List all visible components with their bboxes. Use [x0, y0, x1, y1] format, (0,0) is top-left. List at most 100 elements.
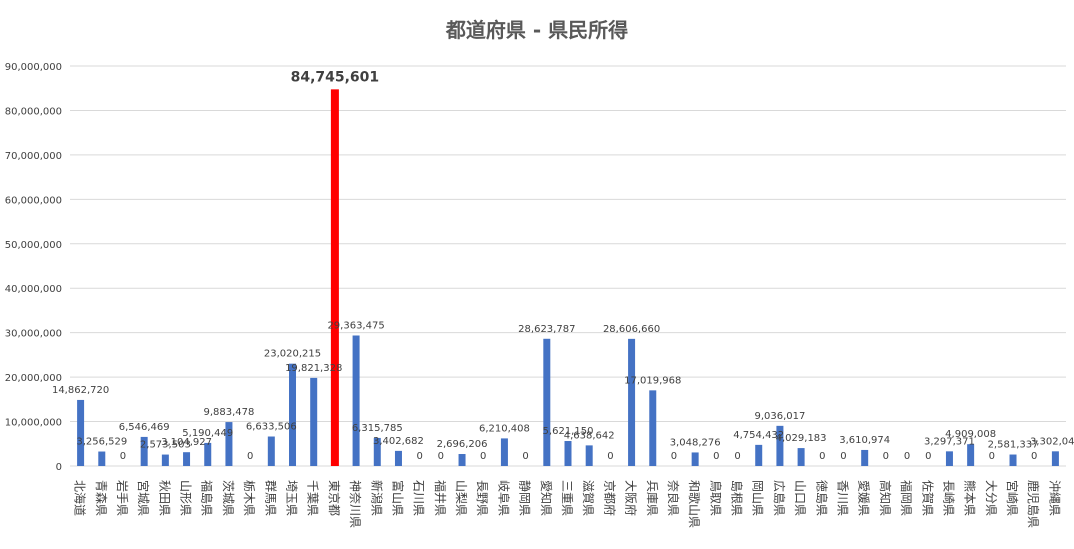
bar: [140, 436, 148, 466]
data-label: 6,210,408: [479, 423, 530, 434]
data-label: 3,104,927: [161, 437, 212, 448]
bar: [394, 450, 402, 466]
y-tick-label: 40,000,000: [5, 284, 62, 295]
x-category-label: 栃木県: [242, 480, 256, 516]
data-label: 23,020,215: [264, 349, 321, 360]
x-category-label: 奈良県: [666, 480, 681, 516]
x-category-label: 長野県: [475, 480, 489, 516]
x-category-label: 千葉県: [306, 480, 320, 516]
x-category-label: 山形県: [179, 480, 193, 516]
bars: [77, 89, 1059, 467]
x-category-label: 鳥取県: [708, 480, 723, 516]
data-label: 0: [819, 451, 825, 462]
data-label: 5,621,150: [543, 426, 594, 437]
data-label: 28,606,660: [603, 324, 660, 335]
bar: [585, 445, 593, 466]
y-tick-label: 20,000,000: [5, 373, 62, 384]
bar: [352, 335, 360, 466]
data-label: 84,745,601: [291, 69, 380, 85]
bar: [776, 425, 784, 466]
bar: [649, 390, 657, 466]
x-category-label: 岡山県: [751, 480, 765, 516]
y-axis-tick-labels: 0 10,000,000 20,000,000 30,000,000 40,000,00…: [5, 62, 62, 473]
bar: [225, 422, 233, 466]
data-label: 0: [480, 451, 486, 462]
data-label: 0: [607, 451, 613, 462]
data-label: 6,315,785: [352, 423, 403, 434]
data-label: 0: [840, 451, 846, 462]
x-category-label: 福岡県: [899, 480, 914, 516]
data-label: 3,610,974: [839, 435, 890, 446]
chart-title: 都道府県 - 県民所得: [445, 18, 628, 42]
bar: [861, 449, 869, 466]
bar: [691, 452, 699, 466]
bar: [373, 437, 381, 466]
x-category-label: 京都府: [602, 480, 617, 516]
x-category-label: 大阪府: [624, 480, 639, 516]
x-category-label: 茨城県: [221, 480, 235, 516]
x-category-label: 兵庫県: [645, 480, 659, 516]
x-category-label: 三重県: [560, 480, 574, 516]
y-tick-label: 90,000,000: [5, 62, 62, 73]
data-label: 0: [925, 451, 931, 462]
x-category-label: 沖縄県: [1047, 480, 1062, 516]
x-category-label: 愛媛県: [857, 480, 871, 516]
x-category-label: 秋田県: [157, 480, 171, 516]
data-label: 0: [438, 451, 444, 462]
data-label: 0: [522, 451, 528, 462]
data-label: 4,638,642: [564, 430, 615, 441]
bar: [310, 377, 318, 466]
data-label: 19,821,328: [285, 363, 342, 374]
data-label: 2,696,206: [437, 439, 488, 450]
data-label: 14,862,720: [52, 385, 109, 396]
x-category-label: 和歌山県: [687, 480, 702, 528]
x-category-label: 佐賀県: [920, 480, 934, 516]
x-category-label: 広島県: [772, 480, 787, 516]
x-category-label: 福井県: [433, 480, 448, 516]
x-category-label: 香川県: [835, 480, 849, 516]
bar: [330, 89, 339, 467]
data-label: 6,546,469: [119, 422, 170, 433]
data-label: 5,190,449: [182, 428, 233, 439]
x-category-label: 鹿児島県: [1026, 480, 1041, 528]
x-category-label: 神奈川県: [348, 480, 362, 528]
x-category-label: 宮崎県: [1005, 480, 1020, 516]
data-label: 28,623,787: [518, 324, 575, 335]
data-label: 0: [713, 451, 719, 462]
data-label: 0: [904, 451, 910, 462]
bar: [797, 448, 805, 466]
x-category-label: 愛知県: [539, 480, 553, 516]
x-category-label: 富山県: [390, 480, 405, 516]
bar: [1051, 451, 1059, 466]
bar: [289, 363, 297, 466]
bar: [161, 454, 169, 466]
data-label: 4,029,183: [776, 433, 827, 444]
y-tick-label: 60,000,000: [5, 195, 62, 206]
data-label: 17,019,968: [624, 375, 681, 386]
x-category-label: 大分県: [984, 480, 998, 516]
y-tick-label: 70,000,000: [5, 151, 62, 162]
x-category-label: 石川県: [412, 480, 426, 516]
bar: [543, 338, 551, 466]
x-category-label: 岐阜県: [496, 480, 510, 516]
y-tick-label: 80,000,000: [5, 106, 62, 117]
bar: [183, 452, 191, 466]
x-category-label: 滋賀県: [581, 480, 595, 516]
bar: [267, 436, 275, 466]
data-label: 4,754,432: [733, 430, 784, 441]
data-label: 4,909,008: [945, 429, 996, 440]
data-label: 2,581,337: [988, 440, 1039, 451]
x-category-label: 長崎県: [941, 480, 955, 516]
x-category-label: 島根県: [730, 480, 745, 516]
x-category-label: 静岡県: [518, 480, 532, 516]
bar: [1009, 454, 1017, 466]
x-category-label: 宮城県: [136, 480, 151, 516]
x-category-label: 埼玉県: [285, 480, 299, 516]
data-label: 3,256,529: [76, 437, 127, 448]
data-label: 0: [883, 451, 889, 462]
gridlines: [70, 65, 1066, 467]
x-category-label: 徳島県: [814, 480, 829, 516]
x-category-label: 新潟県: [369, 480, 384, 516]
data-label: 0: [671, 451, 677, 462]
